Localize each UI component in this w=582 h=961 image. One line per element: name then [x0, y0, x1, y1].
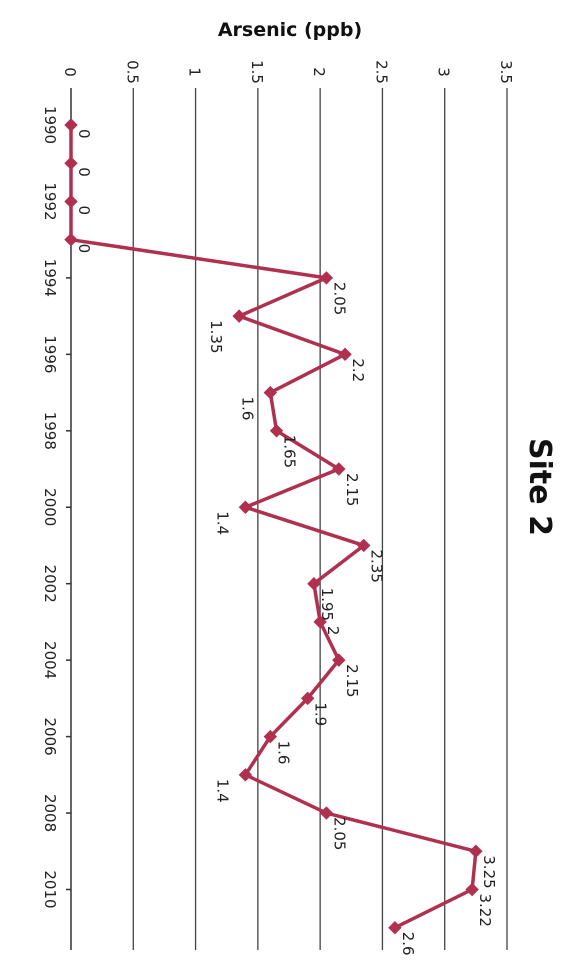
data-point [232, 309, 246, 323]
data-label: 2.15 [343, 664, 361, 697]
data-label: 2.15 [343, 473, 361, 506]
data-point [332, 462, 346, 476]
x-tick-label: 2000 [41, 488, 59, 526]
y-tick-label: 2.5 [372, 60, 390, 84]
data-label: 1.95 [318, 588, 336, 621]
data-point [64, 232, 78, 247]
y-tick-label: 1.5 [248, 60, 266, 84]
data-point [238, 768, 253, 782]
data-label: 2 [324, 626, 342, 636]
data-point [64, 118, 78, 132]
data-label: 1.65 [281, 435, 299, 468]
data-label: 3.22 [476, 893, 494, 926]
x-tick-label: 1992 [41, 182, 59, 220]
x-tick-label: 2010 [41, 870, 59, 908]
data-label: 1.35 [207, 320, 225, 353]
y-tick-label: 3 [435, 67, 453, 77]
data-point [300, 691, 315, 706]
y-tick-label: 1 [186, 67, 204, 77]
data-label: 2.35 [368, 549, 386, 582]
data-point [332, 653, 346, 667]
data-point [319, 806, 334, 820]
point-layer [64, 118, 483, 935]
data-label: 2.05 [330, 282, 348, 315]
data-label: 3.25 [480, 855, 498, 888]
y-tick-label: 3.5 [497, 60, 515, 84]
data-label: 0 [75, 167, 93, 177]
chart-title: Site 2 [522, 438, 557, 536]
data-point [313, 615, 327, 629]
data-point [357, 538, 371, 553]
data-point [238, 500, 253, 514]
data-point [269, 424, 284, 438]
data-label: 1.6 [238, 397, 256, 421]
y-axis-label: Arsenic (ppb) [218, 19, 362, 41]
x-tick-label: 1994 [41, 259, 59, 297]
y-tick-label: 0 [61, 67, 79, 77]
data-label: 0 [75, 129, 93, 139]
data-point [469, 844, 483, 858]
label-layer: 0 0 0 0 2.05 1.35 2.2 1.6 1.65 2.15 1.4 2.35 1.95 2 2.… [75, 129, 498, 956]
x-tick-label: 2004 [41, 641, 59, 679]
data-point [64, 156, 78, 170]
data-point [338, 347, 352, 362]
x-tick-label: 1996 [41, 335, 59, 373]
series-line [69, 125, 478, 930]
data-label: 1.6 [274, 741, 292, 765]
data-point [388, 921, 402, 935]
x-tick-label: 2002 [41, 565, 59, 603]
data-point [465, 882, 479, 897]
data-point [263, 385, 278, 400]
data-point [319, 271, 334, 285]
data-label: 0 [75, 205, 93, 215]
x-tick-label: 1998 [41, 412, 59, 450]
data-label: 2.05 [330, 817, 348, 850]
data-label: 1.4 [213, 511, 231, 535]
x-tick-label: 2008 [41, 794, 59, 832]
data-label: 2.2 [349, 358, 367, 382]
data-label: 1.4 [213, 779, 231, 803]
data-point [307, 576, 321, 591]
data-label: 2.6 [399, 932, 417, 956]
data-point [64, 194, 78, 209]
y-tick-label: 0.5 [123, 60, 141, 84]
line-layer [69, 125, 478, 930]
x-tick-label: 1990 [41, 106, 59, 144]
data-label: 1.9 [312, 702, 330, 726]
data-point [263, 729, 278, 744]
x-tick-label: 2006 [41, 717, 59, 755]
y-tick-label: 2 [310, 67, 328, 77]
data-label: 0 [75, 244, 93, 254]
tick-layer: 0 0.5 1 1.5 2 2.5 3 3.5199019921994199619982000… [41, 60, 515, 909]
grid-layer [70, 88, 508, 950]
